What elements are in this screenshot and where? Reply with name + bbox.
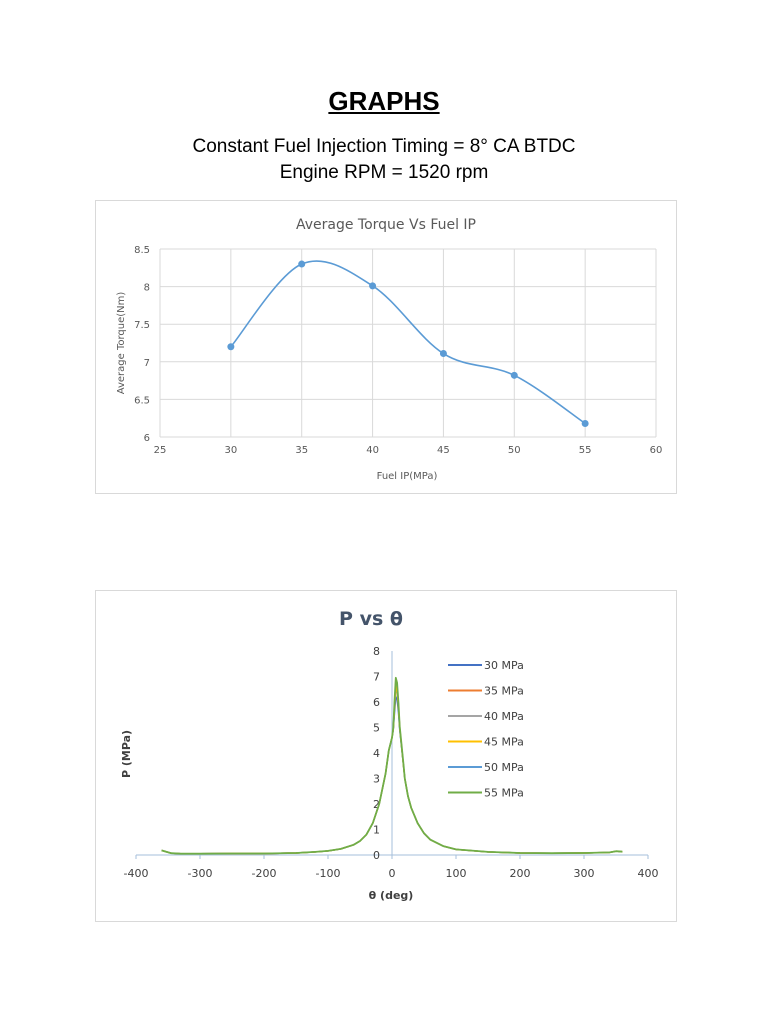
pressure-chart: P vs θ -400 -300 -200 -100 0 100 200 300 400 0 1 2 3… xyxy=(120,608,659,902)
x-tick-label: 45 xyxy=(437,445,450,456)
x-tick-label: 30 xyxy=(224,445,237,456)
y-tick-label: 8.5 xyxy=(134,245,150,256)
y-tick-label: 5 xyxy=(373,722,380,735)
x-tick-label: 60 xyxy=(650,445,663,456)
data-point xyxy=(369,282,377,290)
data-point xyxy=(298,260,306,268)
x-tick-label: 40 xyxy=(366,445,379,456)
y-tick-label: 0 xyxy=(373,849,380,862)
chart-title: P vs θ xyxy=(339,608,403,630)
y-tick-label: 6 xyxy=(144,433,150,444)
x-tick-label: 200 xyxy=(510,867,531,880)
x-tick-label: 55 xyxy=(579,445,592,456)
series-line xyxy=(230,260,586,425)
torque-chart-frame: Average Torque Vs Fuel IP 25 30 35 40 45 50 55… xyxy=(95,200,677,494)
data-point xyxy=(510,371,518,379)
legend-label: 35 MPa xyxy=(484,685,524,698)
y-axis-label: P (MPa) xyxy=(120,730,133,778)
x-tick-label: 300 xyxy=(574,867,595,880)
x-axis-label: θ (deg) xyxy=(369,889,414,902)
pressure-chart-frame: P vs θ -400 -300 -200 -100 0 100 200 300 400 0 1 2 3… xyxy=(95,590,677,922)
data-point xyxy=(227,343,235,351)
page-heading: GRAPHS xyxy=(328,86,440,116)
legend-label: 50 MPa xyxy=(484,761,524,774)
y-tick-label: 7 xyxy=(144,358,150,369)
engine-rpm-caption: Engine RPM = 1520 rpm xyxy=(279,162,489,183)
data-point xyxy=(439,350,447,358)
y-tick-label: 1 xyxy=(373,824,380,837)
y-tick-label: 6 xyxy=(373,696,380,709)
x-tick-label: 400 xyxy=(638,867,659,880)
legend-label: 30 MPa xyxy=(484,659,524,672)
y-axis-label: Average Torque(Nm) xyxy=(116,292,127,395)
legend-label: 45 MPa xyxy=(484,736,524,749)
series-line-55-mpa xyxy=(161,676,623,855)
legend-label: 55 MPa xyxy=(484,787,524,800)
y-tick-label: 2 xyxy=(373,798,380,811)
x-tick-label: -300 xyxy=(188,867,213,880)
x-axis-label: Fuel IP(MPa) xyxy=(377,471,438,482)
x-tick-label: 35 xyxy=(295,445,308,456)
torque-chart: Average Torque Vs Fuel IP 25 30 35 40 45 50 55… xyxy=(116,217,663,482)
x-tick-label: 50 xyxy=(508,445,521,456)
x-tick-label: -400 xyxy=(124,867,149,880)
chart-title: Average Torque Vs Fuel IP xyxy=(296,217,476,233)
y-tick-label: 4 xyxy=(373,747,380,760)
data-point xyxy=(581,419,589,427)
y-tick-label: 6.5 xyxy=(134,395,150,406)
x-tick-label: 100 xyxy=(446,867,467,880)
legend-label: 40 MPa xyxy=(484,710,524,723)
y-tick-label: 8 xyxy=(144,283,150,294)
injection-timing-caption: Constant Fuel Injection Timing = 8° CA B… xyxy=(192,136,576,157)
x-tick-label: -200 xyxy=(252,867,277,880)
y-tick-label: 7.5 xyxy=(134,320,150,331)
y-tick-label: 8 xyxy=(373,645,380,658)
y-tick-label: 3 xyxy=(373,773,380,786)
y-tick-label: 7 xyxy=(373,671,380,684)
x-tick-label: 0 xyxy=(389,867,396,880)
x-tick-label: -100 xyxy=(316,867,341,880)
x-tick-label: 25 xyxy=(154,445,167,456)
